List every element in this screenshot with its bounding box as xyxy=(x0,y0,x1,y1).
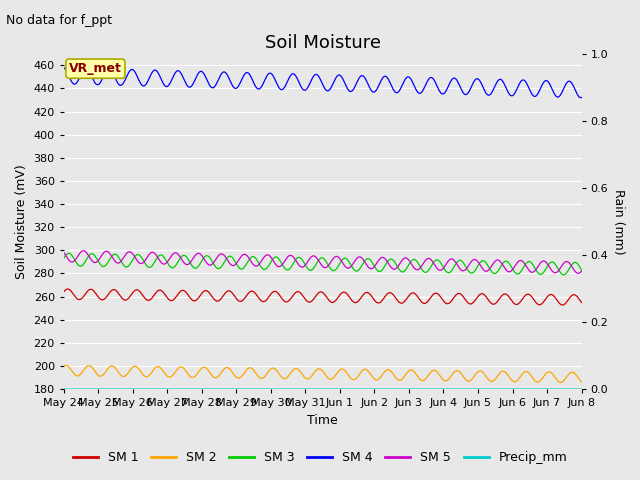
X-axis label: Time: Time xyxy=(307,414,338,427)
Y-axis label: Soil Moisture (mV): Soil Moisture (mV) xyxy=(15,164,28,279)
Title: Soil Moisture: Soil Moisture xyxy=(265,34,381,52)
Text: VR_met: VR_met xyxy=(69,62,122,75)
Legend: SM 1, SM 2, SM 3, SM 4, SM 5, Precip_mm: SM 1, SM 2, SM 3, SM 4, SM 5, Precip_mm xyxy=(68,446,572,469)
Y-axis label: Rain (mm): Rain (mm) xyxy=(612,189,625,254)
Text: No data for f_ppt: No data for f_ppt xyxy=(6,14,113,27)
